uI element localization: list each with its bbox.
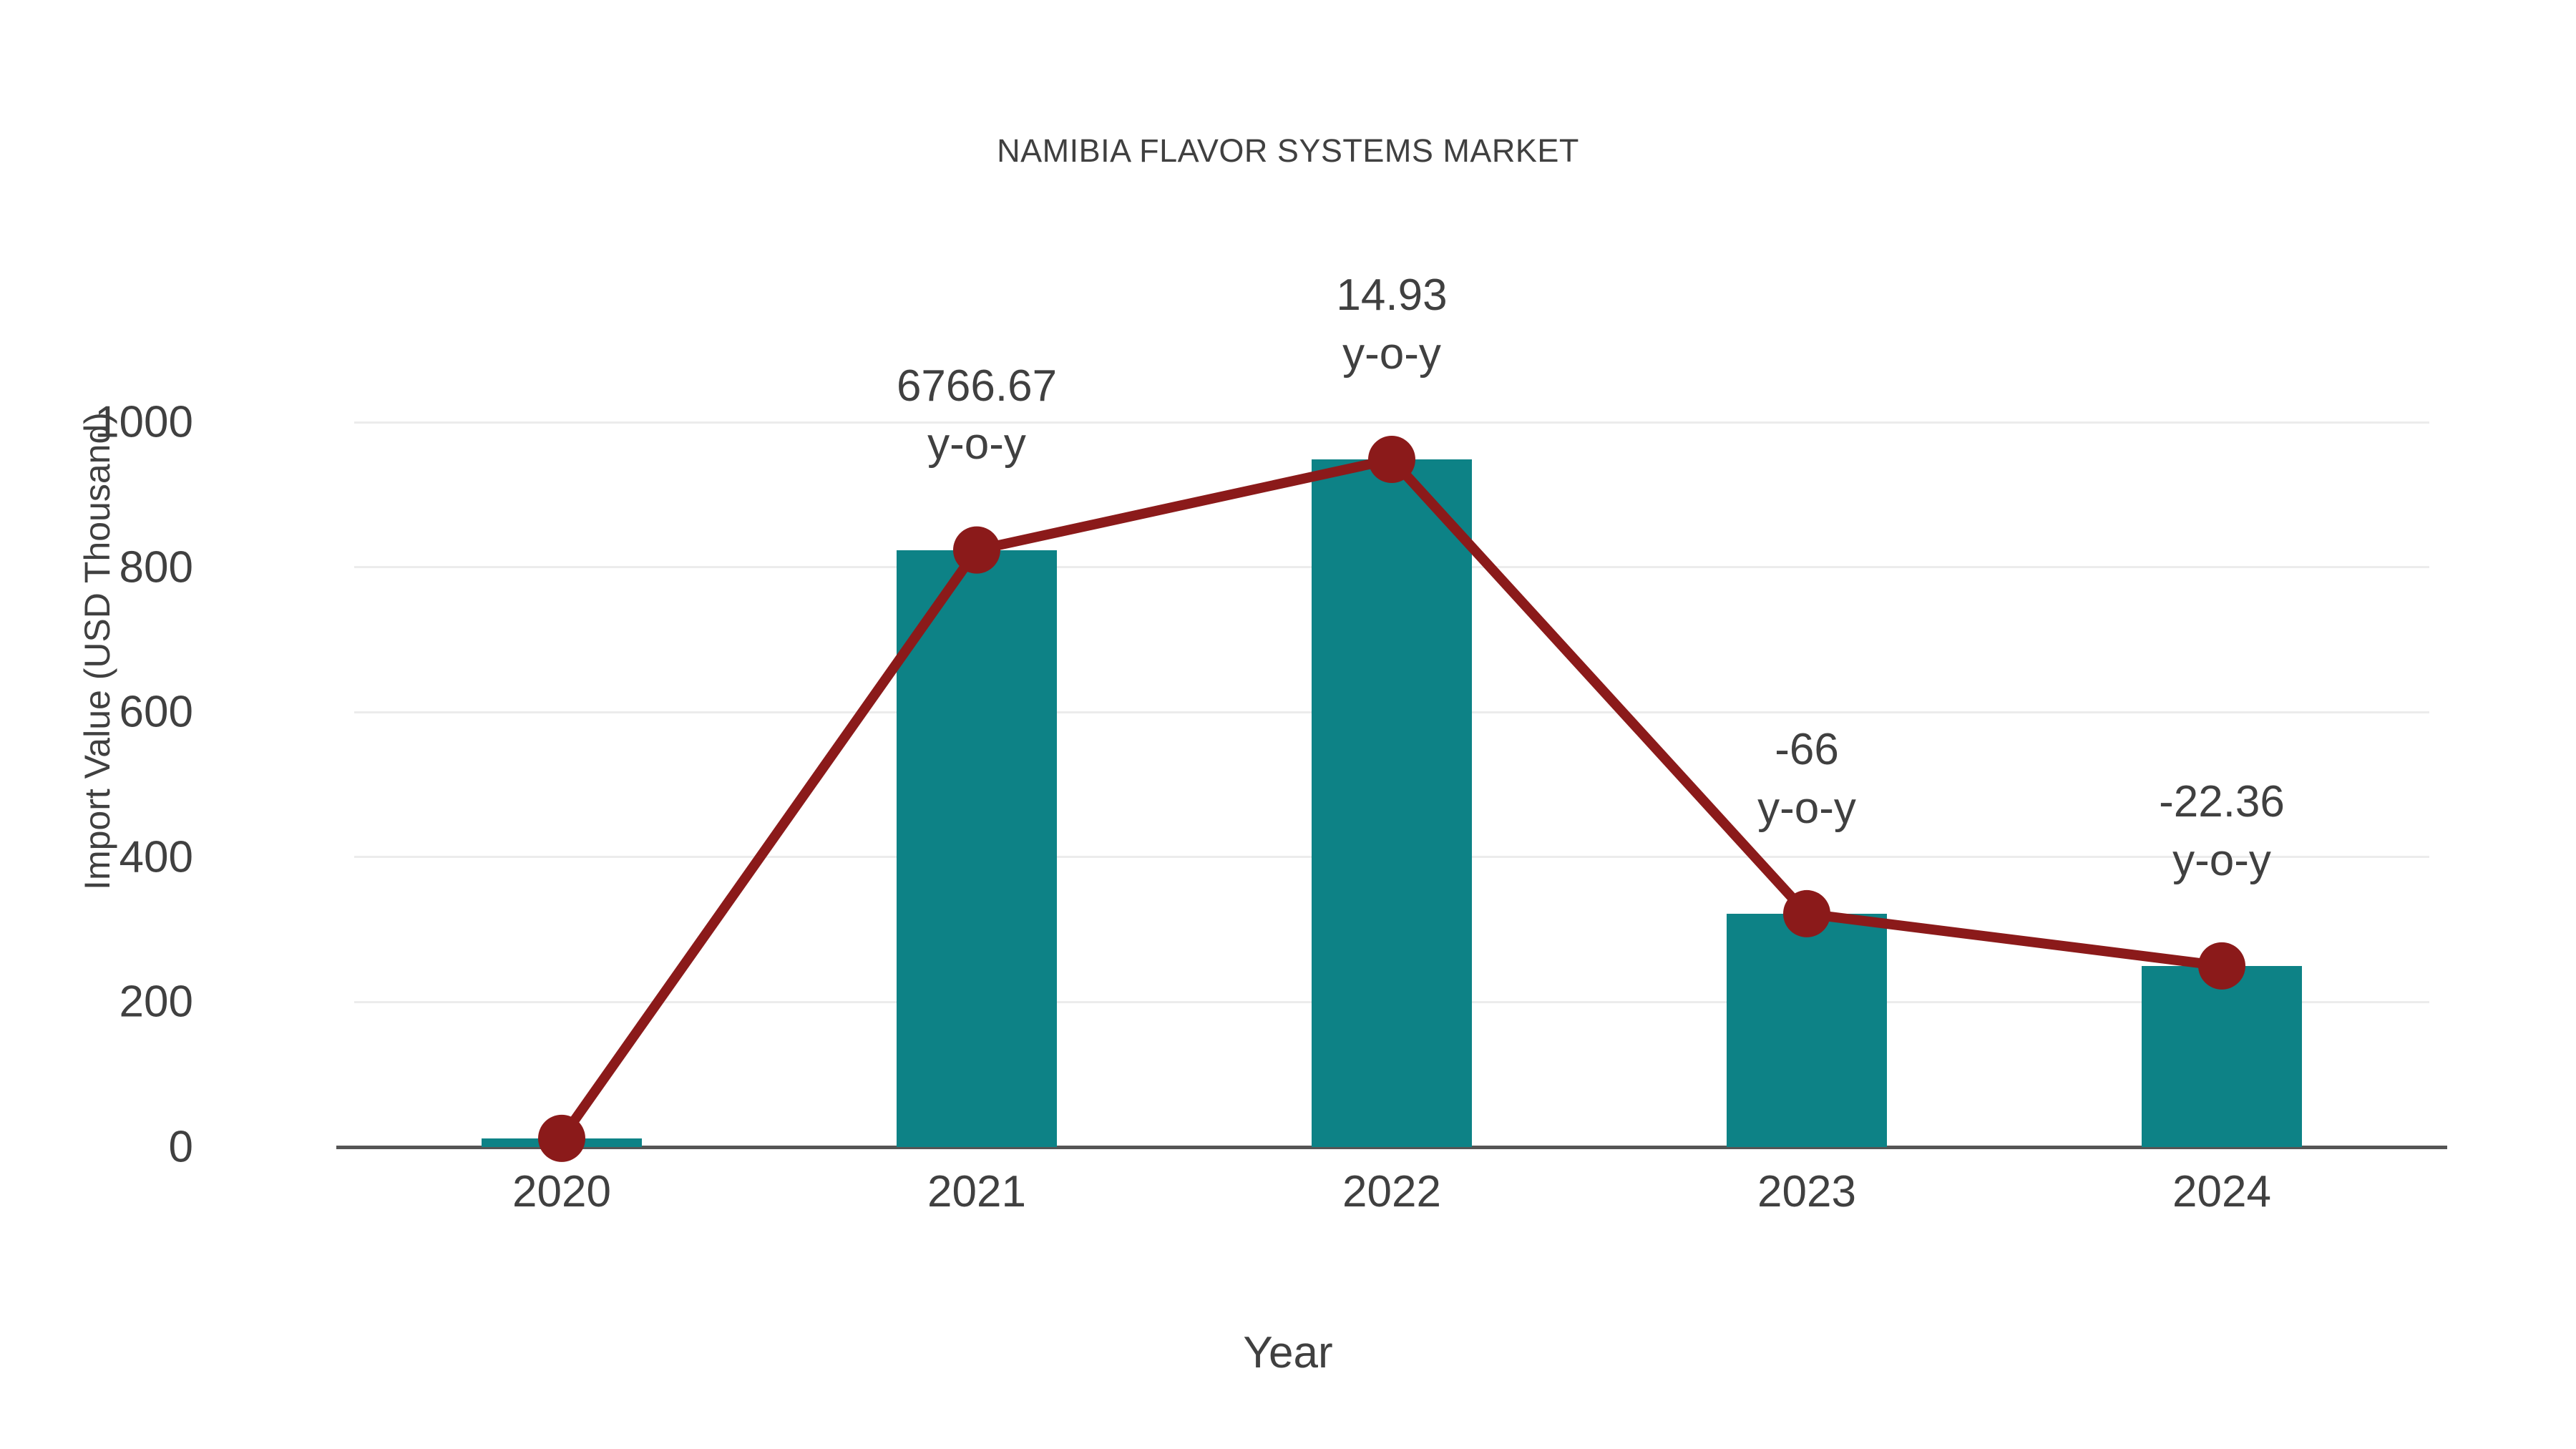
growth-annotation-2022: 14.93 y-o-y [1206, 266, 1578, 384]
y-axis-tick-label: 400 [119, 832, 193, 882]
growth-unit: y-o-y [927, 419, 1026, 469]
y-axis-tick-label: 200 [119, 977, 193, 1027]
chart-title: NAMIBIA FLAVOR SYSTEMS MARKET [997, 132, 1579, 169]
x-axis-tick-label-2024: 2024 [2172, 1167, 2271, 1216]
x-axis-tick-label-2020: 2020 [512, 1167, 611, 1216]
y-axis-tick-label: 600 [119, 687, 193, 737]
x-axis-line [336, 1146, 2447, 1149]
growth-unit: y-o-y [1757, 783, 1856, 833]
y-axis-tick-label: 800 [119, 542, 193, 592]
y-axis-tick-label: 0 [168, 1122, 193, 1172]
gridline [354, 421, 2429, 424]
bar-2020[interactable] [482, 1138, 642, 1147]
x-axis-tick-label-2022: 2022 [1342, 1167, 1441, 1216]
bar-2022[interactable] [1312, 459, 1472, 1147]
growth-annotation-2021: 6766.67 y-o-y [791, 357, 1163, 474]
growth-value: -66 [1775, 724, 1839, 774]
growth-annotation-2024: -22.36 y-o-y [2036, 773, 2408, 890]
bar-2021[interactable] [897, 550, 1057, 1147]
x-axis-tick-label-2021: 2021 [927, 1167, 1026, 1216]
y-axis-tick-label: 1000 [94, 397, 193, 447]
x-axis-title: Year [1243, 1328, 1333, 1377]
growth-unit: y-o-y [2172, 835, 2271, 885]
plot-area: 0 200 400 600 800 1000 2020 2021 2022 2023 2024 6… [94, 270, 2447, 1216]
bar-2023[interactable] [1727, 913, 1887, 1147]
growth-annotation-2023: -66 y-o-y [1621, 721, 1993, 838]
growth-value: -22.36 [2159, 776, 2285, 826]
growth-unit: y-o-y [1342, 328, 1441, 379]
growth-value: 6766.67 [896, 361, 1058, 411]
bar-2024[interactable] [2142, 965, 2302, 1147]
growth-value: 14.93 [1336, 270, 1448, 321]
x-axis-tick-label-2023: 2023 [1757, 1167, 1856, 1216]
